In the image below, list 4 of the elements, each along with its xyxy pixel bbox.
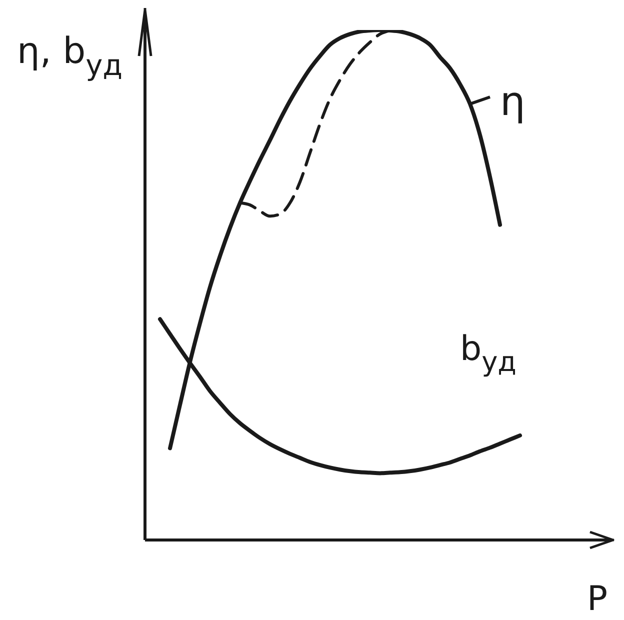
- y-axis-title: η, b$_{уд}$: [17, 31, 123, 82]
- legend-label: η: [500, 79, 526, 125]
- series-label: b$_{уд}$: [460, 329, 516, 378]
- x-axis-title: P: [587, 579, 608, 619]
